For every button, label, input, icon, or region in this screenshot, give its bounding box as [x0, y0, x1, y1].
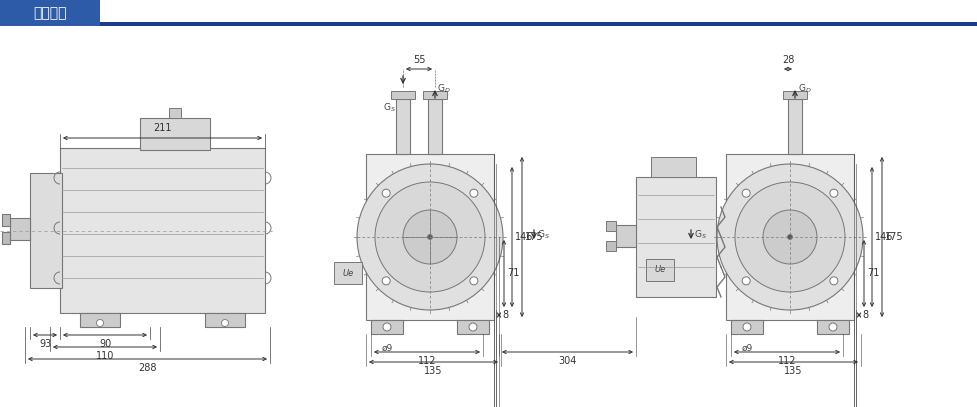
Circle shape: [97, 319, 104, 326]
Text: 288: 288: [138, 363, 156, 373]
Circle shape: [716, 164, 862, 310]
Circle shape: [382, 277, 390, 285]
Bar: [423, 91, 446, 99]
Circle shape: [742, 189, 749, 197]
Circle shape: [221, 319, 229, 326]
Circle shape: [427, 234, 432, 239]
Bar: [140, 118, 210, 150]
Circle shape: [374, 182, 485, 292]
Text: ø9: ø9: [381, 344, 392, 353]
Text: 175: 175: [525, 232, 543, 242]
Text: 产品细节: 产品细节: [33, 6, 66, 20]
Bar: [30, 173, 62, 288]
Bar: [816, 320, 848, 334]
Bar: [730, 320, 762, 334]
Bar: [635, 177, 715, 297]
Text: 8: 8: [501, 310, 508, 320]
Text: 71: 71: [867, 269, 878, 278]
Bar: [456, 320, 488, 334]
Bar: [2, 232, 10, 244]
Circle shape: [829, 189, 837, 197]
Text: G$_S$: G$_S$: [694, 229, 706, 241]
Bar: [10, 218, 30, 240]
Bar: [169, 108, 181, 118]
Text: 110: 110: [96, 351, 114, 361]
Circle shape: [469, 323, 477, 331]
Text: 135: 135: [784, 366, 802, 376]
Bar: [334, 262, 361, 284]
Circle shape: [828, 323, 836, 331]
Circle shape: [743, 323, 750, 331]
Text: 304: 304: [558, 356, 576, 366]
Circle shape: [382, 189, 390, 197]
Bar: [396, 99, 409, 154]
Bar: [783, 91, 806, 99]
Circle shape: [383, 323, 391, 331]
Circle shape: [357, 164, 502, 310]
Bar: [606, 221, 616, 231]
Circle shape: [829, 277, 837, 285]
Circle shape: [469, 277, 478, 285]
Circle shape: [469, 189, 478, 197]
Circle shape: [735, 182, 844, 292]
Text: 135: 135: [424, 366, 443, 376]
Text: 146: 146: [874, 232, 892, 242]
Text: 71: 71: [506, 269, 519, 278]
Text: G$_S$: G$_S$: [536, 229, 549, 241]
Bar: [391, 91, 414, 99]
Bar: [428, 99, 442, 154]
Circle shape: [786, 234, 791, 239]
Text: 175: 175: [884, 232, 903, 242]
Bar: [80, 313, 120, 327]
Bar: [0, 0, 100, 26]
Bar: [606, 241, 616, 251]
Text: 55: 55: [412, 55, 425, 65]
Bar: [100, 22, 977, 26]
Circle shape: [742, 277, 749, 285]
Text: G$_D$: G$_D$: [437, 83, 450, 95]
Bar: [365, 154, 493, 320]
Bar: [725, 154, 853, 320]
Circle shape: [403, 210, 456, 264]
Text: 211: 211: [153, 123, 172, 133]
Bar: [646, 259, 673, 281]
Text: 93: 93: [39, 339, 51, 349]
Text: 8: 8: [861, 310, 868, 320]
Text: 112: 112: [417, 356, 436, 366]
Text: 28: 28: [781, 55, 793, 65]
Text: G$_S$: G$_S$: [383, 101, 396, 114]
Text: ø9: ø9: [741, 344, 752, 353]
Text: 146: 146: [515, 232, 532, 242]
Bar: [205, 313, 245, 327]
Text: Ue: Ue: [342, 269, 354, 278]
Circle shape: [762, 210, 816, 264]
Bar: [370, 320, 403, 334]
Bar: [2, 214, 10, 226]
Bar: [616, 225, 635, 247]
Text: 112: 112: [777, 356, 795, 366]
Text: Ue: Ue: [654, 265, 665, 274]
Bar: [60, 148, 265, 313]
Text: 90: 90: [99, 339, 111, 349]
Bar: [651, 157, 696, 177]
Text: G$_D$: G$_D$: [797, 83, 811, 95]
Bar: [787, 99, 801, 154]
